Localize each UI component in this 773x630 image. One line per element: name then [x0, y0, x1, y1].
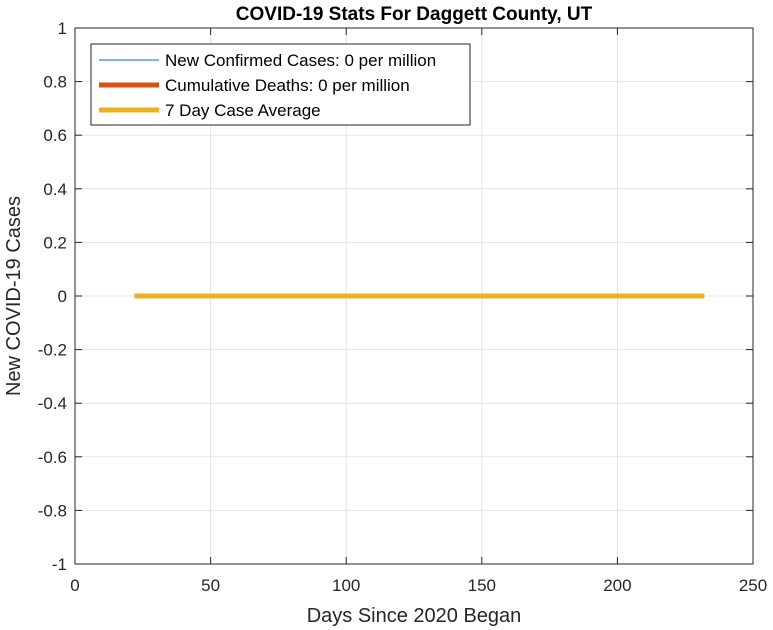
legend-label-7-day-average: 7 Day Case Average [165, 101, 321, 120]
chart-title: COVID-19 Stats For Daggett County, UT [236, 4, 593, 25]
y-axis-label: New COVID-19 Cases [3, 196, 25, 396]
y-tick-label: 0.6 [43, 126, 67, 145]
y-tick-label: -0.6 [38, 448, 67, 467]
y-tick-label: 0.2 [43, 233, 67, 252]
y-tick-label: -0.4 [38, 394, 67, 413]
ticks: 0 50 100 150 200 250 1 0.8 0.6 0.4 0.2 0 -0.2 -0.4 -0.… [38, 19, 767, 595]
legend-label-new-cases: New Confirmed Cases: 0 per million [165, 51, 436, 70]
y-tick-label: -0.2 [38, 341, 67, 360]
y-tick-label: 1 [58, 19, 67, 38]
y-tick-label: 0 [58, 287, 67, 306]
x-tick-label: 150 [468, 576, 496, 595]
x-tick-label: 50 [201, 576, 220, 595]
x-tick-label: 100 [332, 576, 360, 595]
y-tick-label: -1 [52, 555, 67, 574]
x-tick-label: 250 [739, 576, 767, 595]
x-tick-label: 200 [603, 576, 631, 595]
x-tick-label: 0 [70, 576, 79, 595]
legend: New Confirmed Cases: 0 per million Cumul… [90, 43, 471, 126]
x-axis-label: Days Since 2020 Began [307, 605, 522, 627]
legend-label-cumulative-deaths: Cumulative Deaths: 0 per million [165, 76, 410, 95]
y-tick-label: 0.8 [43, 73, 67, 92]
y-tick-label: 0.4 [43, 180, 67, 199]
y-tick-label: -0.8 [38, 501, 67, 520]
